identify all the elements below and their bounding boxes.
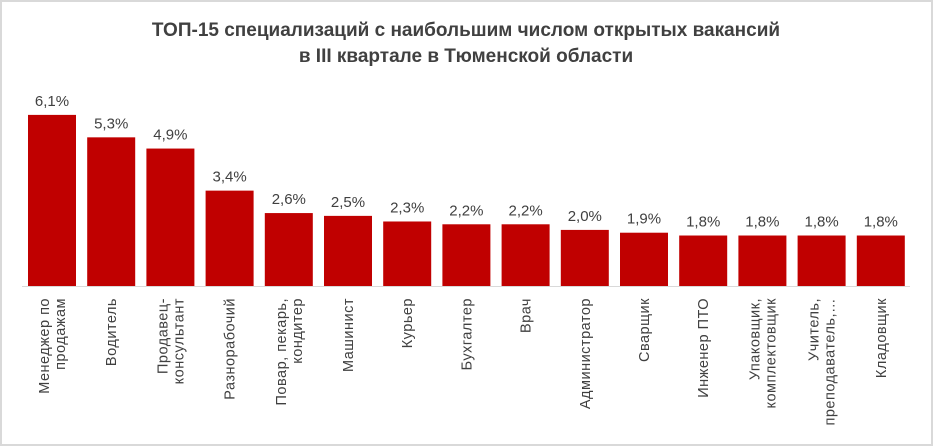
- bar: [797, 235, 846, 286]
- data-label: 2,2%: [508, 202, 542, 219]
- data-label: 4,9%: [153, 127, 187, 144]
- data-label: 6,1%: [35, 93, 69, 110]
- category-label: Кладовщик: [874, 298, 890, 378]
- data-label: 2,5%: [331, 194, 365, 211]
- category-label: Продавец-: [155, 298, 171, 374]
- category-label: кондитер: [290, 298, 306, 364]
- data-label: 1,9%: [627, 211, 661, 228]
- bar: [205, 190, 254, 286]
- bar: [738, 235, 787, 286]
- category-label: продажам: [53, 298, 69, 370]
- category-label: Водитель: [104, 298, 120, 366]
- bar: [501, 224, 550, 286]
- category-label: Упаковщик,: [747, 298, 763, 380]
- category-label: Разнорабочий: [223, 298, 239, 400]
- category-label: комплектовщик: [763, 298, 779, 409]
- category-label: Бухгалтер: [459, 298, 475, 370]
- data-label: 5,3%: [94, 115, 128, 132]
- data-label: 2,6%: [272, 191, 306, 208]
- category-label: преподаватель,…: [823, 298, 839, 426]
- bar: [87, 137, 136, 286]
- category-label: Инженер ПТО: [696, 298, 712, 398]
- bar: [383, 221, 432, 286]
- data-label: 2,2%: [449, 202, 483, 219]
- category-label: Менеджер по: [37, 298, 53, 394]
- category-label: Врач: [519, 298, 535, 333]
- bar: [146, 148, 195, 286]
- bar: [856, 235, 905, 286]
- data-label: 3,4%: [212, 169, 246, 186]
- data-label: 2,0%: [568, 208, 602, 225]
- bar: [620, 232, 668, 286]
- category-label: Машинист: [341, 298, 357, 372]
- bar: [28, 114, 76, 287]
- data-label: 1,8%: [686, 214, 720, 231]
- bar: [679, 235, 728, 286]
- category-label: Курьер: [400, 298, 416, 348]
- category-label: Сварщик: [637, 298, 653, 362]
- data-label: 1,8%: [864, 214, 898, 231]
- bar: [264, 213, 313, 286]
- data-label: 1,8%: [804, 214, 838, 231]
- bar: [442, 224, 491, 286]
- data-label: 1,8%: [745, 214, 779, 231]
- category-label: Учитель,: [807, 298, 823, 361]
- category-label: Повар, пекарь,: [274, 298, 290, 406]
- category-label: Администратор: [578, 298, 594, 409]
- bar: [324, 215, 372, 286]
- chart-title-line-1: ТОП-15 специализаций с наибольшим числом…: [152, 20, 780, 41]
- category-label: консультант: [171, 298, 187, 384]
- chart-title-line-2: в III квартале в Тюменской области: [299, 46, 633, 67]
- data-label: 2,3%: [390, 199, 424, 216]
- bar: [560, 229, 609, 286]
